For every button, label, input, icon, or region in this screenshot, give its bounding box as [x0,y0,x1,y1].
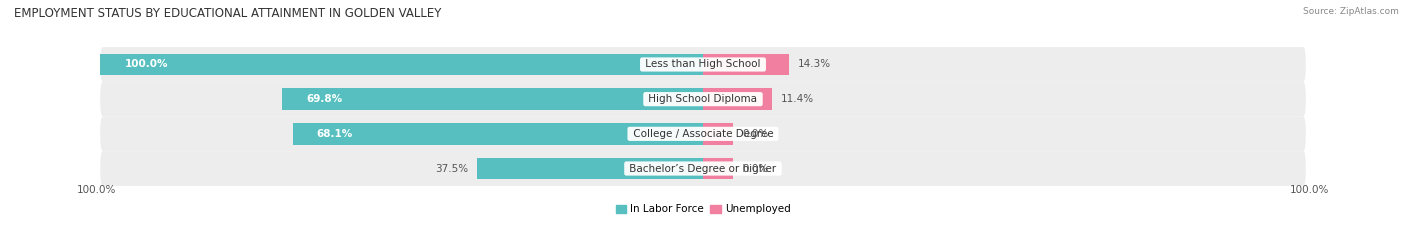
Text: College / Associate Degree: College / Associate Degree [630,129,776,139]
Text: 69.8%: 69.8% [307,94,343,104]
Text: 100.0%: 100.0% [125,59,169,69]
Text: 0.0%: 0.0% [742,164,769,174]
FancyBboxPatch shape [100,116,1306,151]
Text: High School Diploma: High School Diploma [645,94,761,104]
Bar [703,158,733,179]
Text: 0.0%: 0.0% [742,129,769,139]
Text: Bachelor’s Degree or higher: Bachelor’s Degree or higher [626,164,780,174]
Text: 100.0%: 100.0% [1291,185,1330,195]
Bar [703,88,772,110]
Bar [703,54,789,75]
Text: Less than High School: Less than High School [643,59,763,69]
Text: 11.4%: 11.4% [780,94,814,104]
FancyBboxPatch shape [100,82,1306,116]
Text: 100.0%: 100.0% [76,185,115,195]
Text: 68.1%: 68.1% [316,129,353,139]
FancyBboxPatch shape [100,47,1306,82]
Bar [100,54,703,75]
Bar [703,123,733,145]
Text: 14.3%: 14.3% [799,59,831,69]
FancyBboxPatch shape [100,151,1306,186]
Bar [477,158,703,179]
Text: Source: ZipAtlas.com: Source: ZipAtlas.com [1303,7,1399,16]
Text: 37.5%: 37.5% [434,164,468,174]
Bar [283,88,703,110]
Bar [292,123,703,145]
Text: EMPLOYMENT STATUS BY EDUCATIONAL ATTAINMENT IN GOLDEN VALLEY: EMPLOYMENT STATUS BY EDUCATIONAL ATTAINM… [14,7,441,20]
Legend: In Labor Force, Unemployed: In Labor Force, Unemployed [612,200,794,219]
